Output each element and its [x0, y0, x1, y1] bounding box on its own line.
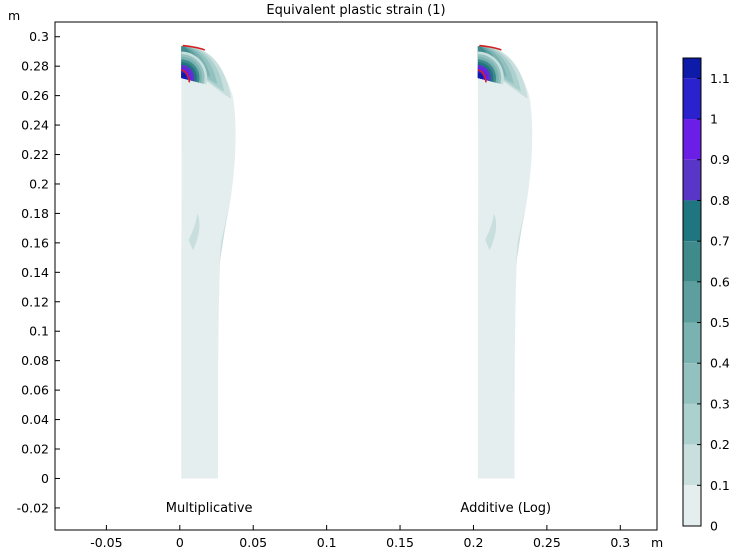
colorbar-tick-label: 0.1 [710, 478, 730, 493]
x-tick-label: 0.1 [317, 535, 337, 550]
y-tick-label: 0.16 [21, 235, 49, 250]
plastic-zone-edge-top [182, 44, 206, 51]
x-axis: -0.05 0 0.05 0.1 0.15 0.2 0.25 0.3 [90, 525, 630, 550]
colorbar-level [683, 159, 701, 201]
colorbar-level [683, 281, 701, 323]
plastic-zone-edge-notch [180, 69, 191, 83]
y-tick-label: 0.14 [21, 265, 49, 280]
plastic-zone-edge-top [479, 44, 502, 51]
y-tick-label: -0.02 [17, 500, 49, 515]
y-tick-label: 0 [41, 471, 49, 486]
y-tick-label: 0.04 [21, 412, 49, 427]
colorbar-tick-label: 1 [710, 112, 718, 127]
x-tick-label: 0.05 [239, 535, 267, 550]
y-tick-label: 0.02 [21, 442, 49, 457]
y-tick-label: 0.08 [21, 353, 49, 368]
x-tick-label: -0.05 [90, 535, 122, 550]
strain-band-base [181, 46, 236, 479]
y-tick-label: 0.12 [21, 294, 49, 309]
annotation-label: Multiplicative [166, 501, 253, 516]
colorbar-tick-label: 0 [710, 519, 718, 534]
colorbar-level [683, 444, 701, 486]
y-tick-label: 0.28 [21, 59, 49, 74]
axes-frame [54, 21, 658, 531]
y-tick-label: 0.22 [21, 147, 49, 162]
strain-band-notch [181, 72, 187, 80]
y-axis: -0.02 0 0.02 0.04 0.06 0.08 0.1 0.12 0.14 0.16 0.1… [17, 29, 60, 515]
x-tick-label: 0.3 [610, 535, 630, 550]
plot-area [180, 44, 533, 479]
colorbar-tick-label: 0.8 [710, 193, 730, 208]
strain-band-notch [477, 72, 484, 80]
colorbar-level [683, 58, 701, 79]
colorbar-tick-label: 0.3 [710, 396, 730, 411]
x-axis-unit: m [651, 535, 663, 550]
annotations: Multiplicative Additive (Log) [166, 501, 551, 516]
specimen-multiplicative [180, 44, 236, 479]
colorbar-level [683, 78, 701, 120]
colorbar-level [683, 485, 701, 526]
colorbar-tick-label: 0.2 [710, 437, 730, 452]
colorbar-tick-label: 1.1 [710, 71, 730, 86]
x-tick-label: 0.25 [533, 535, 561, 550]
strain-band-neck-left [485, 213, 497, 251]
strain-band-neck-left [188, 213, 200, 251]
y-tick-label: 0.2 [29, 176, 49, 191]
x-tick-label: 0.2 [464, 535, 484, 550]
y-tick-label: 0.1 [29, 324, 49, 339]
colorbar-tick-label: 0.6 [710, 274, 730, 289]
y-tick-label: 0.18 [21, 206, 49, 221]
specimen-additive-log [477, 44, 533, 479]
y-axis-unit: m [8, 8, 20, 23]
chart-title: Equivalent plastic strain (1) [266, 3, 445, 18]
colorbar-frame [682, 57, 702, 527]
colorbar-level [683, 322, 701, 364]
colorbar-tick-label: 0.9 [710, 152, 730, 167]
colorbar-level [683, 363, 701, 404]
colorbar-level [683, 119, 701, 160]
colorbar-level [683, 200, 701, 242]
plastic-zone-edge-notch [477, 69, 487, 83]
colorbar-tick-label: 0.7 [710, 234, 730, 249]
y-tick-label: 0.3 [29, 29, 49, 44]
y-tick-label: 0.06 [21, 383, 49, 398]
strain-band-base [477, 46, 533, 479]
y-tick-label: 0.26 [21, 88, 49, 103]
x-tick-label: 0 [176, 535, 184, 550]
y-tick-label: 0.24 [21, 118, 49, 133]
colorbar-level [683, 403, 701, 445]
annotation-label: Additive (Log) [460, 501, 551, 516]
colorbar-level [683, 241, 701, 282]
colorbar-tick-label: 0.5 [710, 315, 730, 330]
x-tick-label: 0.15 [386, 535, 414, 550]
colorbar-tick-label: 0.4 [710, 356, 730, 371]
colorbar: 0 0.1 0.2 0.3 0.4 0.5 0.6 0.7 0.8 0.9 1 1.1 [682, 57, 730, 534]
